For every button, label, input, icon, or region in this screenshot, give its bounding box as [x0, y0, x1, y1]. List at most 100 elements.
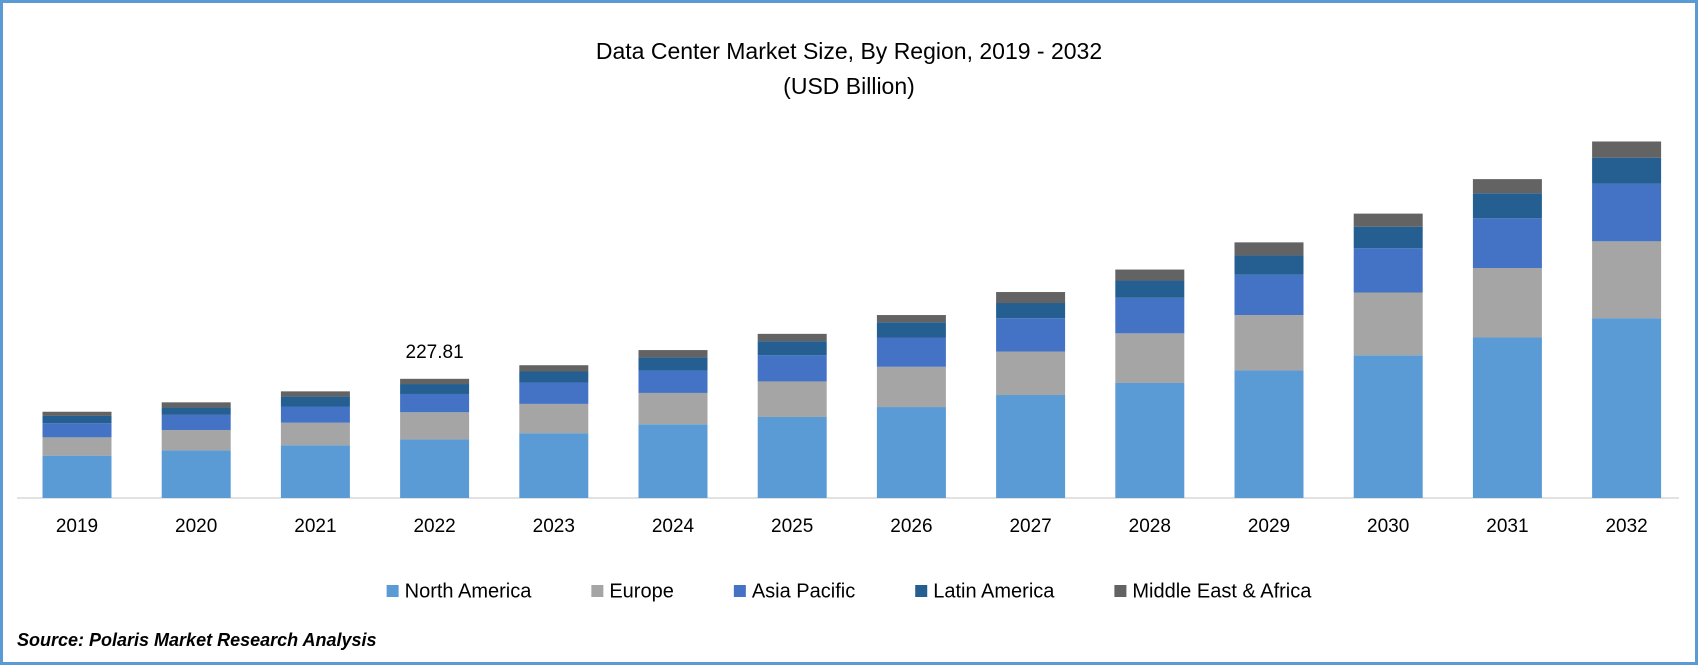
- bar-segment: [161, 414, 231, 431]
- bar-segment: [757, 381, 827, 417]
- bar-segment: [876, 322, 946, 338]
- legend-swatch: [591, 585, 604, 597]
- bar-segment: [1472, 267, 1542, 338]
- bar-segment: [1472, 193, 1542, 219]
- bar-segment: [1353, 355, 1423, 498]
- bar-segment: [1234, 242, 1304, 256]
- bar-segment: [1234, 255, 1304, 275]
- bar-segment: [1115, 280, 1185, 298]
- legend-label: North America: [405, 580, 533, 602]
- bar-segment: [42, 423, 112, 438]
- bar-segment: [1115, 333, 1185, 383]
- bar-segment: [638, 392, 708, 425]
- x-tick-label: 2022: [413, 516, 455, 537]
- chart-title: Data Center Market Size, By Region, 2019…: [596, 38, 1102, 64]
- x-tick-label: 2028: [1129, 516, 1171, 537]
- bar-segment: [638, 357, 708, 371]
- bar-segment: [1592, 157, 1662, 184]
- bar-segment: [280, 445, 350, 498]
- bar-segment: [400, 439, 470, 498]
- bar-segment: [161, 402, 231, 408]
- bar-segment: [519, 365, 589, 372]
- x-tick-label: 2026: [890, 516, 932, 537]
- bar-segment: [519, 433, 589, 498]
- bar-segment: [280, 396, 350, 407]
- bar-segment: [42, 411, 112, 416]
- bar-segment: [638, 370, 708, 393]
- bar-segment: [1234, 274, 1304, 316]
- bar-segment: [1353, 248, 1423, 293]
- x-tick-label: 2021: [294, 516, 336, 537]
- x-tick-label: 2031: [1486, 516, 1528, 537]
- bar-segment: [876, 315, 946, 323]
- x-tick-label: 2020: [175, 516, 217, 537]
- bar-segment: [1115, 297, 1185, 334]
- annotation: 227.81: [406, 342, 464, 363]
- x-tick-label: 2019: [56, 516, 98, 537]
- legend-label: Middle East & Africa: [1132, 580, 1312, 602]
- bar-segment: [1353, 292, 1423, 356]
- chart-subtitle: (USD Billion): [783, 73, 915, 99]
- bar-segment: [757, 355, 827, 382]
- bar-segment: [400, 412, 470, 440]
- x-tick-label: 2029: [1248, 516, 1290, 537]
- bar-segment: [876, 366, 946, 408]
- bar-segment: [400, 378, 470, 385]
- bar-segment: [996, 303, 1066, 319]
- legend-swatch: [733, 585, 746, 597]
- x-tick-label: 2023: [533, 516, 575, 537]
- x-tick-label: 2030: [1367, 516, 1409, 537]
- bar-segment: [1353, 213, 1423, 227]
- x-tick-label: 2025: [771, 516, 813, 537]
- bar-segment: [42, 415, 112, 424]
- legend-label: Asia Pacific: [752, 580, 855, 602]
- bar-segment: [1472, 179, 1542, 194]
- bar-segment: [757, 341, 827, 356]
- bar-segment: [757, 333, 827, 342]
- bar-segment: [1592, 141, 1662, 158]
- bar-segment: [519, 371, 589, 383]
- bar-segment: [996, 351, 1066, 396]
- bar-segment: [1353, 226, 1423, 249]
- bar-segment: [280, 422, 350, 446]
- legend-swatch: [386, 585, 399, 597]
- x-tick-label: 2024: [652, 516, 695, 537]
- bar-segment: [519, 403, 589, 434]
- bar-segment: [1472, 337, 1542, 498]
- bar-segment: [1592, 318, 1662, 498]
- legend-swatch: [1114, 585, 1127, 597]
- chart: Data Center Market Size, By Region, 2019…: [17, 38, 1679, 650]
- bar-segment: [1592, 241, 1662, 319]
- bar-segment: [400, 393, 470, 413]
- legend-label: Europe: [609, 580, 674, 602]
- bar-segment: [519, 382, 589, 404]
- bar-segment: [280, 406, 350, 423]
- bar-segment: [42, 455, 112, 498]
- bar-segment: [1115, 382, 1185, 498]
- source: Source: Polaris Market Research Analysis: [17, 630, 377, 650]
- bar-segment: [638, 424, 708, 498]
- x-tick-label: 2027: [1009, 516, 1051, 537]
- legend-label: Latin America: [933, 580, 1055, 602]
- bar-segment: [876, 407, 946, 498]
- bar-segment: [876, 337, 946, 367]
- legend-swatch: [915, 585, 928, 597]
- bar-segment: [1234, 315, 1304, 371]
- bar-segment: [1472, 218, 1542, 268]
- bar-segment: [400, 384, 470, 394]
- bar-segment: [161, 450, 231, 498]
- bar-segment: [1234, 370, 1304, 498]
- bar-segment: [280, 391, 350, 397]
- bar-segment: [757, 416, 827, 498]
- bar-segment: [161, 430, 231, 451]
- bar-segment: [996, 318, 1066, 352]
- bar-segment: [1592, 183, 1662, 242]
- bar-segment: [161, 407, 231, 415]
- bar-segment: [42, 437, 112, 456]
- bar-segment: [638, 350, 708, 358]
- bar-segment: [996, 292, 1066, 304]
- bar-segment: [1115, 269, 1185, 281]
- bar-segment: [996, 395, 1066, 498]
- x-tick-label: 2032: [1605, 516, 1647, 537]
